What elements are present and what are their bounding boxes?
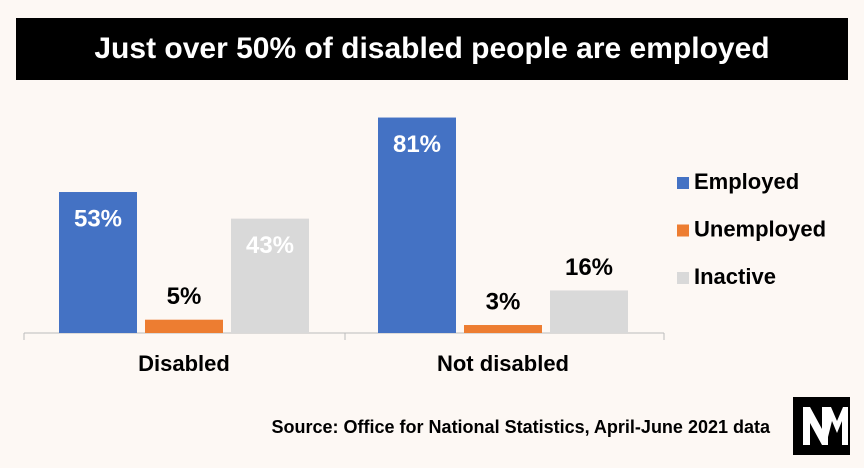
bar (464, 325, 542, 333)
value-label: 81% (393, 131, 441, 158)
x-tick-label: Disabled (138, 351, 230, 376)
legend-label: Employed (694, 169, 799, 194)
value-label: 5% (167, 283, 202, 310)
bar (550, 290, 628, 333)
value-label: 16% (565, 254, 613, 281)
bar (59, 192, 137, 333)
value-label: 43% (246, 232, 294, 259)
chart-title: Just over 50% of disabled people are emp… (94, 32, 769, 65)
bar (231, 218, 309, 333)
title-bar (16, 18, 848, 80)
legend-label: Inactive (694, 264, 776, 289)
value-label: 3% (486, 288, 521, 315)
x-tick-label: Not disabled (437, 351, 569, 376)
logo (793, 397, 850, 455)
legend-swatch (677, 272, 689, 284)
legend-swatch (677, 177, 689, 189)
value-label: 53% (74, 205, 122, 232)
bar (145, 319, 223, 333)
bar (378, 117, 456, 333)
source: Source: Office for National Statistics, … (272, 417, 771, 437)
legend-swatch (677, 224, 689, 237)
legend-label: Unemployed (694, 216, 826, 241)
